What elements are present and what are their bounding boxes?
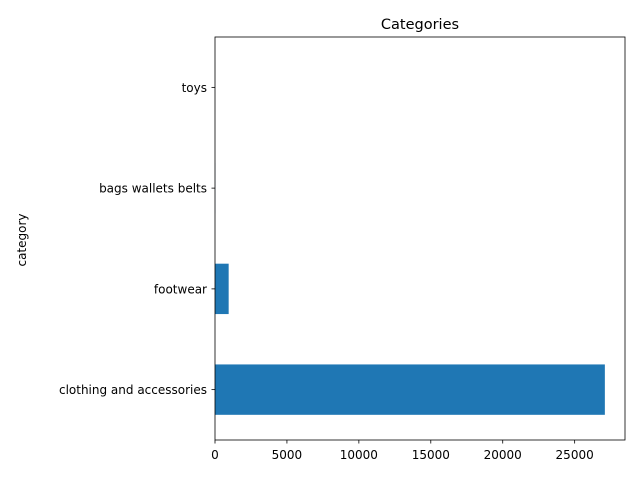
x-tick-label-1: 5000 xyxy=(272,448,303,462)
bar-0 xyxy=(215,364,605,415)
y-axis-label: category xyxy=(15,213,29,266)
bar-1 xyxy=(215,263,229,315)
x-tick-label-3: 15000 xyxy=(412,448,450,462)
plot-frame xyxy=(214,36,626,441)
x-tick-label-0: 0 xyxy=(211,448,219,462)
y-ticks-group: clothing and accessories footwear bags wal… xyxy=(59,81,215,397)
y-tick-label-1: footwear xyxy=(154,282,207,296)
bars-group xyxy=(215,62,605,415)
x-tick-label-2: 10000 xyxy=(340,448,378,462)
chart-title: Categories xyxy=(381,17,459,33)
y-tick-label-3: toys xyxy=(182,81,207,95)
y-tick-label-0: clothing and accessories xyxy=(59,383,207,397)
x-tick-label-4: 20000 xyxy=(484,448,522,462)
x-tick-label-5: 25000 xyxy=(556,448,594,462)
x-ticks-group: 0 5000 10000 15000 20000 25000 xyxy=(211,440,594,462)
y-tick-label-2: bags wallets belts xyxy=(99,182,207,196)
